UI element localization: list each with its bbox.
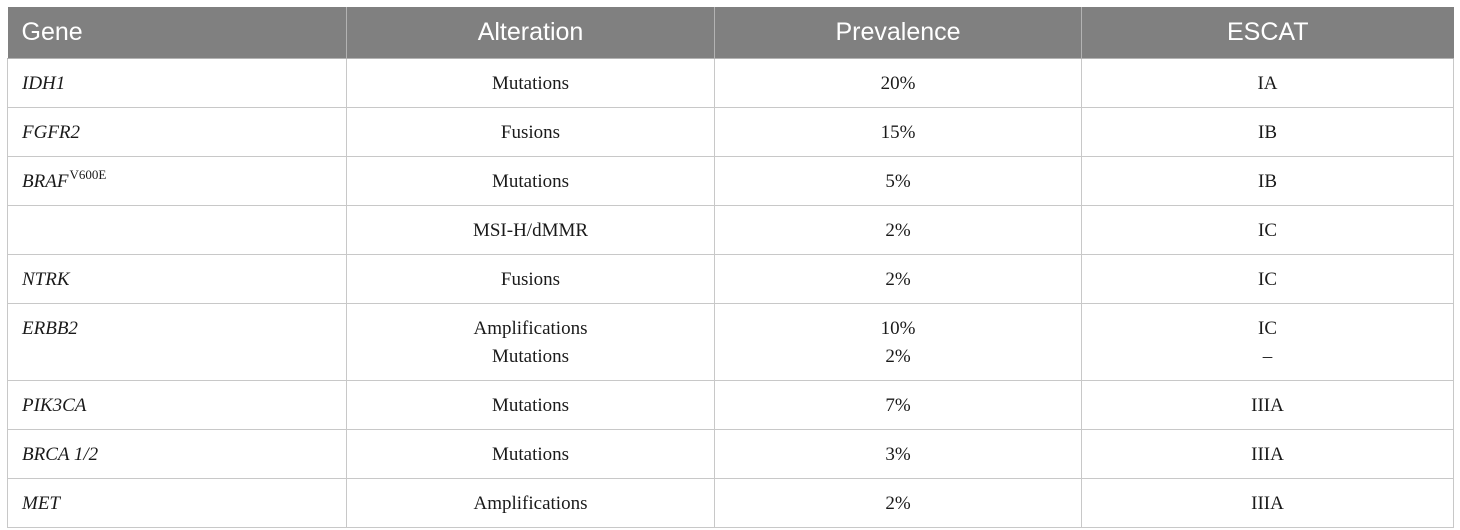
table-row: MET Amplifications 2% IIIA [7, 478, 1454, 528]
alteration-value: Fusions [500, 269, 561, 290]
table-row: MSI-H/dMMR 2% IC [7, 205, 1454, 255]
prevalence-value: 15% [880, 122, 916, 143]
header-escat: ESCAT [1081, 7, 1454, 59]
cell-prevalence: 2% [714, 478, 1082, 528]
gene-name: NTRK [22, 269, 70, 290]
prevalence-value: 3% [885, 444, 911, 465]
cell-alteration: Mutations [346, 58, 715, 108]
cell-alteration: Amplifications [346, 478, 715, 528]
cell-gene: ERBB2 [7, 303, 347, 381]
prevalence-value: 2% [885, 220, 911, 241]
gene-name: BRCA 1/2 [22, 444, 99, 465]
cell-prevalence: 10% 2% [714, 303, 1082, 381]
prevalence-value: 7% [885, 395, 911, 416]
gene-alteration-table: Gene Alteration Prevalence ESCAT IDH1 Mut… [7, 7, 1454, 528]
alteration-value: Mutations [491, 171, 570, 192]
cell-gene: IDH1 [7, 58, 347, 108]
table-row: NTRK Fusions 2% IC [7, 254, 1454, 304]
header-alteration: Alteration [346, 7, 715, 59]
cell-escat: IC [1081, 205, 1454, 255]
gene-name: FGFR2 [22, 122, 81, 143]
cell-alteration: Mutations [346, 429, 715, 479]
cell-prevalence: 2% [714, 205, 1082, 255]
escat-value: IB [1258, 122, 1277, 143]
cell-gene: NTRK [7, 254, 347, 304]
header-row: Gene Alteration Prevalence ESCAT [7, 7, 1454, 59]
gene-name: PIK3CA [22, 395, 87, 416]
alteration-value: Mutations [491, 444, 570, 465]
table-row: FGFR2 Fusions 15% IB [7, 107, 1454, 157]
table-row: BRCA 1/2 Mutations 3% IIIA [7, 429, 1454, 479]
cell-prevalence: 7% [714, 380, 1082, 430]
cell-gene: BRCA 1/2 [7, 429, 347, 479]
cell-alteration: MSI-H/dMMR [346, 205, 715, 255]
prevalence-value: 2% [885, 346, 911, 367]
escat-value: – [1262, 346, 1273, 367]
table-body: IDH1 Mutations 20% IA FGFR2 Fusions 15% IB BRAFV… [7, 58, 1454, 528]
cell-escat: IIIA [1081, 478, 1454, 528]
gene-variant-superscript: V600E [69, 167, 107, 182]
cell-escat: IC [1081, 254, 1454, 304]
cell-prevalence: 15% [714, 107, 1082, 157]
escat-value: IC [1258, 220, 1277, 241]
table-row: IDH1 Mutations 20% IA [7, 58, 1454, 108]
prevalence-value: 10% [880, 318, 916, 339]
gene-alteration-table-container: Gene Alteration Prevalence ESCAT IDH1 Mut… [7, 7, 1454, 528]
header-prevalence: Prevalence [714, 7, 1082, 59]
alteration-value: MSI-H/dMMR [472, 220, 589, 241]
header-gene: Gene [7, 7, 347, 59]
prevalence-value: 2% [885, 269, 911, 290]
cell-gene [7, 205, 347, 255]
cell-escat: IC – [1081, 303, 1454, 381]
cell-gene: PIK3CA [7, 380, 347, 430]
cell-alteration: Amplifications Mutations [346, 303, 715, 381]
escat-value: IC [1258, 269, 1277, 290]
cell-prevalence: 2% [714, 254, 1082, 304]
cell-escat: IA [1081, 58, 1454, 108]
cell-escat: IB [1081, 107, 1454, 157]
cell-escat: IB [1081, 156, 1454, 206]
escat-value: IIIA [1251, 493, 1284, 514]
alteration-value: Amplifications [473, 318, 588, 339]
gene-name: BRAF [22, 171, 69, 192]
cell-gene: MET [7, 478, 347, 528]
cell-prevalence: 20% [714, 58, 1082, 108]
escat-value: IIIA [1251, 444, 1284, 465]
gene-name: ERBB2 [22, 318, 78, 339]
escat-value: IC [1258, 318, 1277, 339]
prevalence-value: 5% [885, 171, 911, 192]
gene-name: MET [22, 493, 60, 514]
escat-value: IIIA [1251, 395, 1284, 416]
alteration-value: Mutations [491, 346, 570, 367]
cell-prevalence: 5% [714, 156, 1082, 206]
cell-escat: IIIA [1081, 380, 1454, 430]
gene-name: IDH1 [22, 73, 66, 94]
cell-alteration: Fusions [346, 107, 715, 157]
cell-alteration: Mutations [346, 380, 715, 430]
alteration-value: Fusions [500, 122, 561, 143]
alteration-value: Mutations [491, 395, 570, 416]
alteration-value: Mutations [491, 73, 570, 94]
prevalence-value: 2% [885, 493, 911, 514]
table-row: BRAFV600E Mutations 5% IB [7, 156, 1454, 206]
cell-gene: BRAFV600E [7, 156, 347, 206]
cell-escat: IIIA [1081, 429, 1454, 479]
alteration-value: Amplifications [473, 493, 588, 514]
table-row: PIK3CA Mutations 7% IIIA [7, 380, 1454, 430]
prevalence-value: 20% [880, 73, 916, 94]
escat-value: IB [1258, 171, 1277, 192]
escat-value: IA [1257, 73, 1278, 94]
table-row: ERBB2 Amplifications Mutations 10% 2% IC – [7, 303, 1454, 381]
cell-prevalence: 3% [714, 429, 1082, 479]
cell-alteration: Mutations [346, 156, 715, 206]
cell-gene: FGFR2 [7, 107, 347, 157]
table-header: Gene Alteration Prevalence ESCAT [7, 7, 1454, 59]
cell-alteration: Fusions [346, 254, 715, 304]
